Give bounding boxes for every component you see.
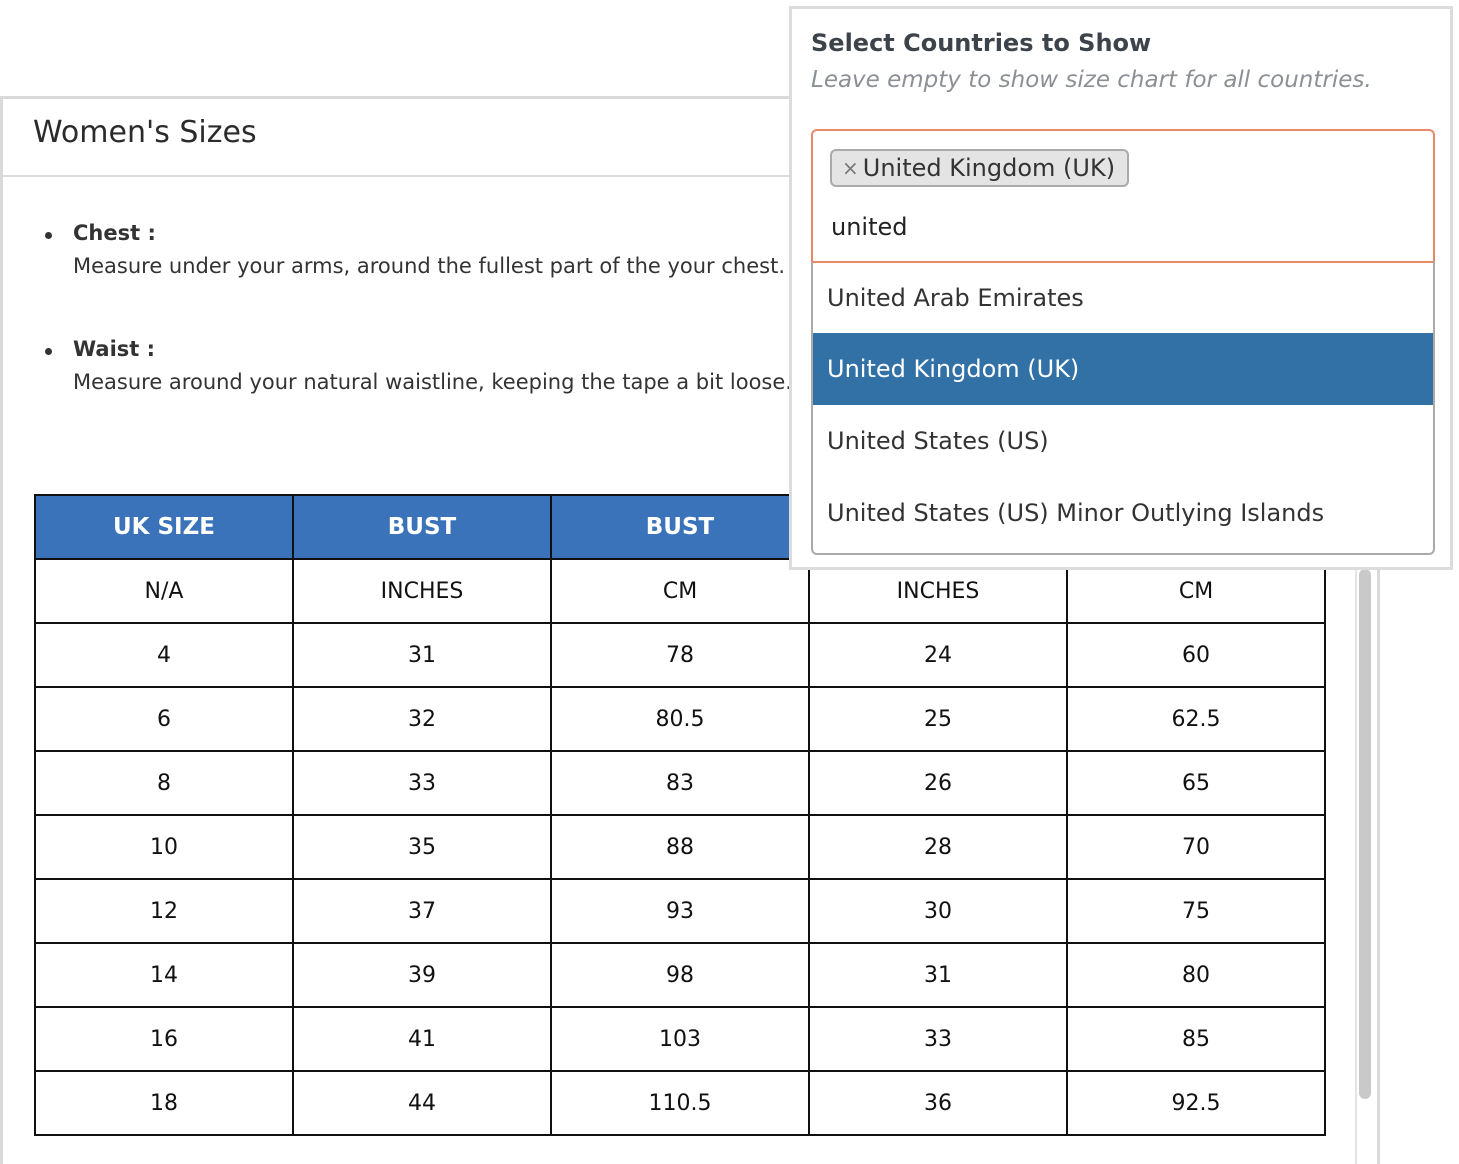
table-cell: 93 bbox=[550, 878, 810, 944]
table-cell: 98 bbox=[550, 942, 810, 1008]
table-cell: 88 bbox=[550, 814, 810, 880]
table-cell: 85 bbox=[1066, 1006, 1326, 1072]
table-cell: 62.5 bbox=[1066, 686, 1326, 752]
popover-title: Select Countries to Show bbox=[811, 29, 1152, 57]
table-cell: 18 bbox=[34, 1070, 294, 1136]
size-table: UK SIZE BUST BUST N/A INCHES CM INCHES CM 4 31… bbox=[34, 494, 1326, 1136]
table-cell: 31 bbox=[808, 942, 1068, 1008]
table-row: 18 44 110.5 36 92.5 bbox=[34, 1070, 1326, 1136]
popover-hint: Leave empty to show size chart for all c… bbox=[811, 67, 1372, 93]
country-dropdown: United Arab Emirates United Kingdom (UK) U… bbox=[811, 261, 1435, 555]
measurement-list: Chest : Measure under your arms, around … bbox=[43, 219, 792, 451]
table-cell: 10 bbox=[34, 814, 294, 880]
chip-label: United Kingdom (UK) bbox=[862, 154, 1116, 182]
bullet-icon bbox=[45, 348, 52, 355]
country-option[interactable]: United States (US) Minor Outlying Island… bbox=[827, 499, 1325, 527]
table-cell: CM bbox=[550, 558, 810, 624]
table-cell: 78 bbox=[550, 622, 810, 688]
table-cell: 41 bbox=[292, 1006, 552, 1072]
panel-title: Women's Sizes bbox=[33, 115, 257, 150]
measurement-label: Waist : bbox=[73, 337, 156, 361]
table-cell: 30 bbox=[808, 878, 1068, 944]
column-header: BUST bbox=[550, 494, 810, 560]
table-cell: 16 bbox=[34, 1006, 294, 1072]
country-option[interactable]: United States (US) bbox=[827, 427, 1049, 455]
table-row: 8 33 83 26 65 bbox=[34, 750, 1326, 816]
table-cell: 110.5 bbox=[550, 1070, 810, 1136]
selected-country-chip: × United Kingdom (UK) bbox=[830, 149, 1130, 187]
country-option[interactable]: United Arab Emirates bbox=[827, 284, 1084, 312]
table-row: 12 37 93 30 75 bbox=[34, 878, 1326, 944]
measurement-item-waist: Waist : Measure around your natural wais… bbox=[43, 335, 792, 401]
table-row: 16 41 103 33 85 bbox=[34, 1006, 1326, 1072]
measurement-item-chest: Chest : Measure under your arms, around … bbox=[43, 219, 792, 285]
table-cell: 32 bbox=[292, 686, 552, 752]
panel-header: Women's Sizes bbox=[3, 99, 1377, 177]
measurement-label: Chest : bbox=[73, 221, 156, 245]
table-cell: 83 bbox=[550, 750, 810, 816]
table-cell: 35 bbox=[292, 814, 552, 880]
bullet-icon bbox=[45, 232, 52, 239]
table-cell: 44 bbox=[292, 1070, 552, 1136]
table-body: N/A INCHES CM INCHES CM 4 31 78 24 60 6 32 80.5 25 62.… bbox=[34, 558, 1326, 1136]
remove-chip-icon[interactable]: × bbox=[842, 156, 859, 180]
table-row: 14 39 98 31 80 bbox=[34, 942, 1326, 1008]
table-cell: 37 bbox=[292, 878, 552, 944]
table-cell: 25 bbox=[808, 686, 1068, 752]
panel-divider bbox=[1355, 99, 1357, 1164]
table-cell: 12 bbox=[34, 878, 294, 944]
table-cell: 4 bbox=[34, 622, 294, 688]
measurement-description: Measure under your arms, around the full… bbox=[73, 254, 785, 278]
table-cell: 92.5 bbox=[1066, 1070, 1326, 1136]
scrollbar[interactable] bbox=[1359, 569, 1371, 1099]
table-cell: 33 bbox=[808, 1006, 1068, 1072]
table-cell: 103 bbox=[550, 1006, 810, 1072]
measurement-description: Measure around your natural waistline, k… bbox=[73, 370, 792, 394]
column-header: BUST bbox=[292, 494, 552, 560]
table-cell: 24 bbox=[808, 622, 1068, 688]
table-cell: 6 bbox=[34, 686, 294, 752]
table-cell: 75 bbox=[1066, 878, 1326, 944]
table-cell: N/A bbox=[34, 558, 294, 624]
country-option[interactable]: United Kingdom (UK) bbox=[813, 333, 1433, 405]
table-cell: 8 bbox=[34, 750, 294, 816]
column-header: UK SIZE bbox=[34, 494, 294, 560]
table-row: 10 35 88 28 70 bbox=[34, 814, 1326, 880]
table-cell: 60 bbox=[1066, 622, 1326, 688]
table-cell: 70 bbox=[1066, 814, 1326, 880]
table-cell: 80.5 bbox=[550, 686, 810, 752]
table-cell: 33 bbox=[292, 750, 552, 816]
table-row: 6 32 80.5 25 62.5 bbox=[34, 686, 1326, 752]
table-row: 4 31 78 24 60 bbox=[34, 622, 1326, 688]
table-cell: 36 bbox=[808, 1070, 1068, 1136]
table-cell: 39 bbox=[292, 942, 552, 1008]
table-row: N/A INCHES CM INCHES CM bbox=[34, 558, 1326, 624]
country-search-input[interactable] bbox=[829, 207, 1133, 247]
country-selector-popover: Select Countries to Show Leave empty to … bbox=[789, 6, 1453, 570]
table-cell: 14 bbox=[34, 942, 294, 1008]
table-cell: INCHES bbox=[292, 558, 552, 624]
table-cell: 80 bbox=[1066, 942, 1326, 1008]
table-cell: 28 bbox=[808, 814, 1068, 880]
table-cell: 65 bbox=[1066, 750, 1326, 816]
country-multiselect[interactable]: × United Kingdom (UK) bbox=[811, 129, 1435, 263]
table-cell: 31 bbox=[292, 622, 552, 688]
table-cell: 26 bbox=[808, 750, 1068, 816]
